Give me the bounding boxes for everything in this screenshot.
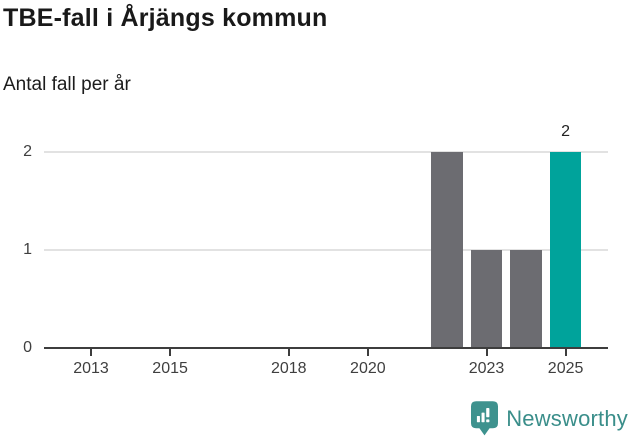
x-tick-2015 [169,349,172,356]
brand-name: Newsworthy [506,405,628,431]
bar-2023 [470,250,503,348]
bar-2022 [431,152,463,348]
brand-footer[interactable]: Newsworthy [471,401,628,436]
x-tick-2018 [287,349,290,356]
x-axis-label-2013: 2013 [73,360,109,377]
x-axis-label-2025: 2025 [547,360,584,377]
x-axis-label-2015: 2015 [152,360,188,377]
chart-title: TBE-fall i Årjängs kommun [3,4,328,32]
y-axis-label-1: 1 [23,241,32,259]
x-tick-2013 [90,349,92,356]
x-tick-2025 [564,349,567,356]
x-axis-label-2018: 2018 [270,360,307,377]
newsworthy-logo-icon [471,401,499,436]
x-axis-line [44,347,608,349]
x-axis-label-2020: 2020 [350,360,386,377]
x-axis-label-2023: 2023 [468,360,505,377]
logo-bar-chart-glyph [477,407,490,423]
x-tick-2023 [485,349,488,356]
gridline-y-2 [44,151,608,154]
x-tick-2020 [366,349,369,356]
y-axis-label-0: 0 [23,339,32,356]
y-axis-label-2: 2 [23,143,32,161]
chart-subtitle: Antal fall per år [3,74,131,95]
value-label-2025: 2 [561,123,571,141]
bar-2024 [510,250,542,348]
gridline-y-1 [44,249,608,252]
bar-2025 [549,152,582,348]
